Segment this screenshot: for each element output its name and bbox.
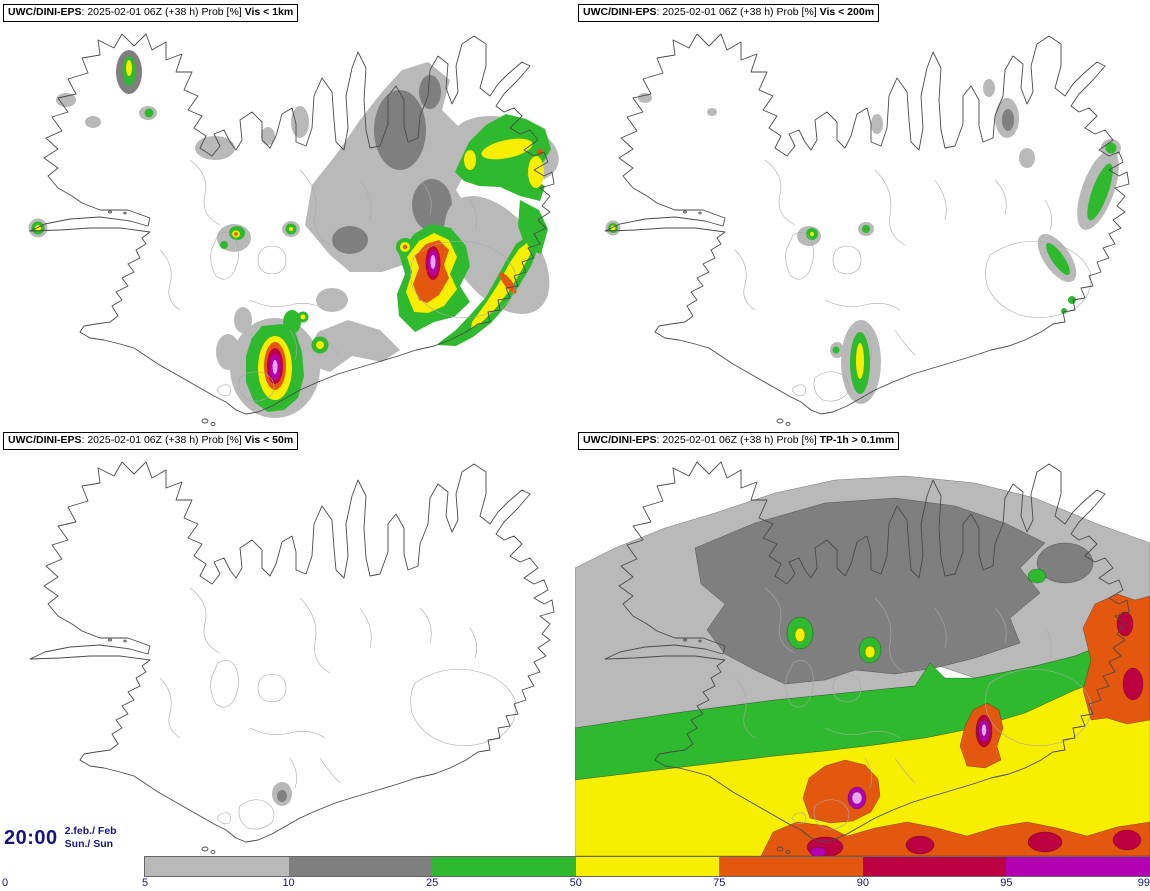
colorbar-tick-label: 0 [2,877,9,889]
colorbar-tick-label: 75 [713,877,726,889]
panel-tp-1h: UWC/DINI-EPS: 2025-02-01 06Z (+38 h) Pro… [575,428,1150,856]
map-grid: UWC/DINI-EPS: 2025-02-01 06Z (+38 h) Pro… [0,0,1150,856]
colorbar-tick-label: 25 [426,877,439,889]
panel-title: UWC/DINI-EPS: 2025-02-01 06Z (+38 h) Pro… [578,4,880,23]
panel-title: UWC/DINI-EPS: 2025-02-01 06Z (+38 h) Pro… [3,432,299,451]
panel-vis-200m: UWC/DINI-EPS: 2025-02-01 06Z (+38 h) Pro… [575,0,1150,428]
colorbar-segment [288,857,433,876]
colorbar-segment [1006,857,1150,876]
run-info: : 2025-02-01 06Z (+38 h) Prob [%] [656,6,820,18]
colorbar-segment [575,857,720,876]
prob-field-vis-200m [605,79,1121,404]
parameter-name: Vis < 50m [244,434,294,446]
probability-colorbar [144,856,1150,877]
panel-title: UWC/DINI-EPS: 2025-02-01 06Z (+38 h) Pro… [3,4,299,23]
parameter-name: TP-1h > 0.1mm [819,434,895,446]
colorbar-segment [145,857,289,876]
panel-vis-1km: UWC/DINI-EPS: 2025-02-01 06Z (+38 h) Pro… [0,0,575,428]
model-name: UWC/DINI-EPS [8,6,82,18]
parameter-name: Vis < 1km [244,6,294,18]
map-tp-1h [575,461,1150,856]
prob-field-vis-50m [272,782,292,806]
panel-title: UWC/DINI-EPS: 2025-02-01 06Z (+38 h) Pro… [578,432,900,451]
valid-date-top: 2.feb./ Feb [64,825,117,837]
colorbar-labels: 0 5 10 25 50 75 90 95 99 [0,877,1150,891]
prob-field-vis-1km [28,50,559,418]
colorbar-tick-label: 50 [569,877,582,889]
map-vis-50m [29,461,555,854]
model-name: UWC/DINI-EPS [8,434,82,446]
prob-field-tp-1h [575,475,1150,856]
map-vis-1km [28,33,559,426]
valid-time-box: 20:00 2.feb./ Feb Sun./ Sun [2,823,125,854]
run-info: : 2025-02-01 06Z (+38 h) Prob [%] [81,6,245,18]
legend-footer: 0 5 10 25 50 75 90 95 99 [0,856,1150,891]
colorbar-tick-label: 95 [1000,877,1013,889]
valid-date: 2.feb./ Feb Sun./ Sun [65,825,117,851]
colorbar-segment [719,857,863,876]
panel-vis-50m: UWC/DINI-EPS: 2025-02-01 06Z (+38 h) Pro… [0,428,575,856]
valid-time: 20:00 [4,826,58,849]
colorbar-tick-label: 5 [141,877,149,889]
parameter-name: Vis < 200m [819,6,875,18]
model-name: UWC/DINI-EPS [583,434,657,446]
colorbar-segment [432,857,576,876]
colorbar-segment [862,857,1007,876]
run-info: : 2025-02-01 06Z (+38 h) Prob [%] [81,434,245,446]
colorbar-tick-label: 10 [282,877,295,889]
colorbar-tick-label: 90 [856,877,869,889]
map-vis-200m [604,33,1130,426]
valid-date-bottom: Sun./ Sun [64,838,114,851]
colorbar-tick-label: 99 [1137,877,1150,889]
run-info: : 2025-02-01 06Z (+38 h) Prob [%] [656,434,820,446]
model-name: UWC/DINI-EPS [583,6,657,18]
